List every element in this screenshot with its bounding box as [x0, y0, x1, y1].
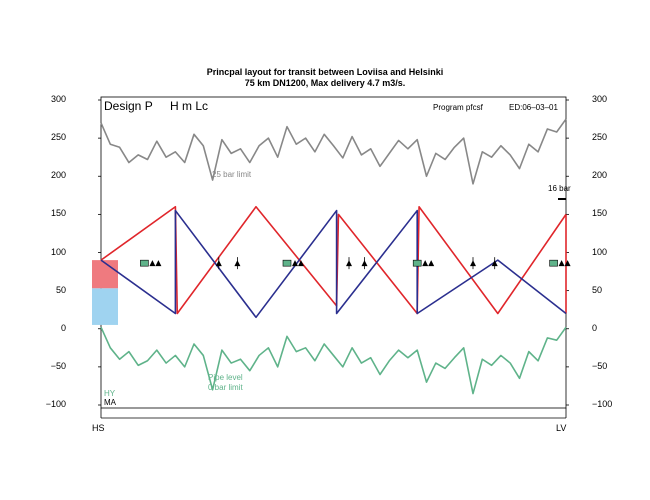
tick-label-right: 250 [592, 132, 608, 143]
pump-triangle-icon [428, 260, 435, 267]
series-line-1 [100, 326, 567, 395]
limit-25-label: 25 bar limit [212, 170, 252, 179]
series-line-2 [100, 205, 567, 315]
tick-label-left: 150 [50, 208, 66, 219]
pump-triangle-icon [422, 260, 429, 267]
chart-title-line2: 75 km DN1200, Max delivery 4.7 m3/s. [244, 78, 406, 88]
tick-label-right: 200 [592, 170, 608, 181]
tick-label-right: 0 [592, 322, 598, 333]
tick-label-right: 150 [592, 208, 608, 219]
start-station-label: HS [92, 423, 105, 433]
tick-label-left: 50 [55, 284, 66, 295]
tick-label-left: 250 [50, 132, 66, 143]
tick-label-left: 200 [50, 170, 66, 181]
series-line-0 [100, 118, 567, 185]
tick-label-left: −100 [45, 399, 66, 409]
tick-label-left: 300 [50, 94, 66, 104]
design-mode-label: H m Lc [170, 99, 209, 113]
end-station-label: LV [556, 423, 567, 433]
tick-label-left: −50 [50, 360, 66, 371]
pump-station-icon [549, 259, 558, 267]
series-line-4 [100, 209, 567, 319]
tick-label-right: −100 [592, 399, 613, 409]
limit-0-label: 0 bar limit [208, 383, 243, 392]
pump-triangle-icon [558, 260, 565, 267]
bar-16-label: 16 bar [548, 184, 571, 193]
tick-label-right: 300 [592, 94, 608, 104]
storage-block-lower [92, 288, 118, 325]
program-label: Program pfcsf [433, 103, 483, 112]
tick-label-left: 0 [60, 322, 66, 333]
storage-block-upper [92, 260, 118, 289]
tick-label-right: −50 [592, 360, 608, 371]
pump-triangle-icon [149, 260, 156, 267]
chart-title-line1: Princpal layout for transit between Lovi… [206, 67, 444, 77]
pump-triangle-icon [292, 260, 298, 267]
pump-triangle-icon [155, 260, 162, 267]
tick-label-left: 100 [50, 246, 66, 257]
tick-label-right: 50 [592, 284, 603, 295]
pump-station-icon [282, 259, 292, 267]
pipe-level-label: Pipe level [208, 373, 243, 382]
pump-station-icon [412, 259, 422, 267]
design-label: Design P [104, 99, 153, 113]
pump-triangle-icon [298, 260, 304, 267]
edition-label: ED:06–03–01 [509, 103, 558, 112]
ma-label: MA [104, 398, 116, 407]
hy-label: HY [104, 389, 116, 398]
pump-station-icon [140, 259, 149, 267]
pump-triangle-icon [564, 260, 571, 267]
tick-label-right: 100 [592, 246, 608, 257]
